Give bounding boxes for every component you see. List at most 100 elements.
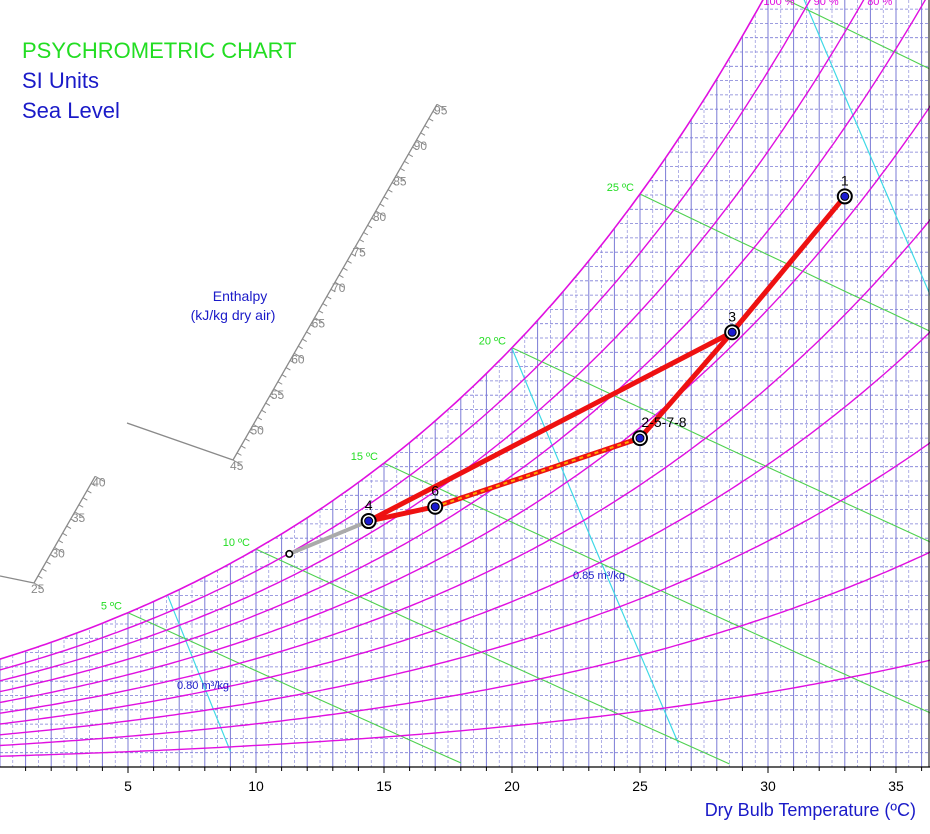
state-point-core [840,191,850,201]
enthalpy-tick-label: 90 [414,139,428,153]
rh-curve [0,441,930,736]
enthalpy-tick [41,568,47,572]
process-line [729,193,848,335]
enthalpy-tick [314,317,324,324]
state-point-label: 1 [841,172,849,188]
enthalpy-tick [50,554,55,558]
wet-bulb-line [639,193,930,669]
enthalpy-tick [293,352,304,359]
enthalpy-tick [424,125,430,129]
enthalpy-tick [70,518,76,522]
x-axis-title: Dry Bulb Temperature (ºC) [705,800,916,820]
wet-bulb-label: 25 ºC [607,182,634,194]
process-line [637,329,735,441]
enthalpy-tick [86,490,92,494]
enthalpy-tick [37,575,43,579]
wet-bulb-label: 5 ºC [101,601,122,613]
enthalpy-tick [383,196,389,200]
enthalpy-tick [395,175,406,181]
x-tick-label: 20 [504,778,520,794]
process-line [366,329,735,524]
wet-bulb-line [383,462,930,767]
enthalpy-tick [82,497,88,501]
wet-bulb-label: 20 ºC [479,336,506,348]
specific-volume-line [357,0,679,744]
x-tick-label: 25 [632,778,648,794]
enthalpy-tick [318,310,324,314]
enthalpy-tick [330,288,336,293]
enthalpy-tick [261,409,267,414]
enthalpy-tick [375,210,385,217]
enthalpy-tick [359,239,365,243]
enthalpy-tick-label: 65 [312,317,326,331]
enthalpy-tick [334,281,344,288]
state-point-label: 6 [431,483,439,499]
enthalpy-tick [78,504,84,508]
enthalpy-tick-label: 45 [230,459,244,473]
enthalpy-tick [58,539,64,544]
rh-curve [0,0,927,693]
enthalpy-tick [420,132,426,136]
enthalpy-tick [326,295,332,300]
enthalpy-tick [45,561,51,565]
enthalpy-title: Enthalpy [213,288,267,304]
enthalpy-tick [281,374,287,378]
enthalpy-tick [416,139,426,146]
enthalpy-tick [338,274,344,278]
enthalpy-tick-label: 35 [72,511,86,525]
enthalpy-tick-label: 40 [92,475,106,489]
enthalpy-tick [253,424,263,430]
state-point-small [285,549,294,558]
enthalpy-tick-label: 70 [332,281,346,295]
x-tick-label: 15 [376,778,392,794]
state-point-core [364,516,374,526]
rh-curve [0,659,930,758]
enthalpy-tick [74,511,84,518]
enthalpy-tick [302,338,307,343]
enthalpy-tick [306,331,312,335]
enthalpy-tick [346,260,352,264]
process-line-dash [434,437,641,508]
wet-bulb-line [127,612,462,764]
enthalpy-tick [342,267,348,271]
x-tick-label: 5 [124,778,132,794]
enthalpy-tick [355,246,365,253]
enthalpy-tick [428,118,434,122]
enthalpy-tick [310,324,316,328]
state-point-label: 4 [365,497,373,513]
enthalpy-tick [33,582,43,589]
enthalpy-tick [277,381,283,385]
state-point-core [727,327,737,337]
enthalpy-tick [240,445,246,449]
enthalpy-tick-label: 55 [271,388,285,402]
rh-curve [0,218,930,714]
enthalpy-tick [412,146,418,150]
wet-bulb-line [767,0,930,474]
enthalpy-scale-line [232,104,438,461]
chart-title: PSYCHROMETRIC CHART [22,38,297,63]
rh-label: 90 % [814,0,839,8]
enthalpy-tick-label: 85 [393,174,407,188]
enthalpy-tick [90,482,96,487]
chart-title-block: PSYCHROMETRIC CHART SI Units Sea Level [22,36,297,126]
enthalpy-tick [367,224,373,229]
enthalpy-tick [66,525,72,530]
enthalpy-tick [54,547,64,553]
enthalpy-tick [257,416,263,421]
enthalpy-tick [400,167,405,172]
enthalpy-scale-line [126,422,234,461]
rh-label: 100 % [763,0,794,8]
rh-curve [0,331,930,725]
enthalpy-tick [232,459,242,466]
enthalpy-tick [273,388,283,395]
enthalpy-tick [432,111,438,115]
enthalpy-tick [408,153,414,158]
wet-bulb-line [255,548,730,765]
enthalpy-scale-line [0,575,35,584]
enthalpy-tick [387,189,393,193]
enthalpy-tick [236,452,242,456]
x-tick-label: 10 [248,778,264,794]
enthalpy-tick [371,217,377,222]
wet-bulb-lines [127,0,930,767]
process-lines [287,193,848,556]
